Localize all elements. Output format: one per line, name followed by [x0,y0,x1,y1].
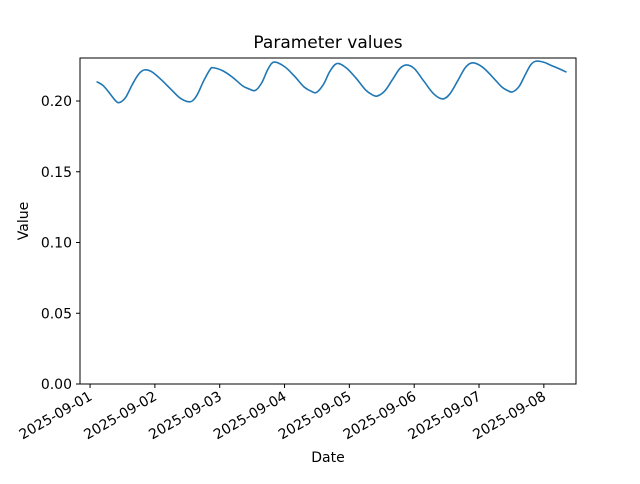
x-axis-ticks: 2025-09-012025-09-022025-09-032025-09-04… [17,384,549,443]
y-tick-label: 0.00 [41,377,72,393]
series-path-parameter-value [96,60,567,104]
x-tick-label: 2025-09-06 [341,389,420,444]
y-tick-label: 0.05 [41,306,72,322]
data-series-line [96,60,567,104]
y-axis-label: Value [16,202,32,240]
x-tick-label: 2025-09-04 [211,389,290,444]
y-tick-label: 0.20 [41,94,72,110]
x-tick-label: 2025-09-08 [470,389,548,444]
x-tick-label: 2025-09-05 [276,389,354,444]
y-tick-label: 0.10 [41,236,72,252]
x-tick-label: 2025-09-03 [146,389,224,444]
x-axis-label: Date [311,450,344,466]
y-axis-ticks: 0.00 0.05 0.10 0.15 0.20 [41,94,80,393]
x-tick-label: 2025-09-07 [406,389,484,444]
chart-title: Parameter values [253,33,402,53]
x-tick-label: 2025-09-02 [81,389,159,444]
x-tick-label: 2025-09-01 [17,389,95,444]
y-tick-label: 0.15 [41,165,72,181]
plot-area-border [79,57,577,385]
